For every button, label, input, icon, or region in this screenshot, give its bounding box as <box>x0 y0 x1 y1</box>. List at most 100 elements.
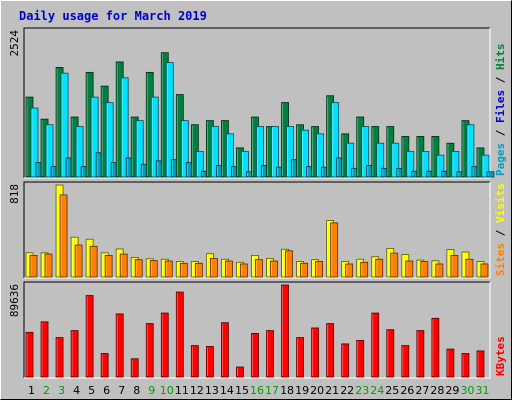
series-legend: KBytes <box>494 336 507 376</box>
bar-kbytes-day-28 <box>431 317 440 378</box>
bar-files-day-3 <box>60 72 69 178</box>
bar-kbytes-day-19 <box>296 337 304 378</box>
day-label-1: 1 <box>28 384 35 397</box>
plot-border-light <box>24 182 491 279</box>
day-label-31: 31 <box>475 384 489 397</box>
bar-files-day-24 <box>376 142 385 178</box>
day-label-26: 26 <box>400 384 414 397</box>
bar-kbytes-day-24 <box>371 312 380 378</box>
bar-files-day-8 <box>135 120 144 178</box>
bar-files-day-19 <box>301 129 309 178</box>
day-label-29: 29 <box>445 384 459 397</box>
bar-kbytes-day-10 <box>160 312 169 378</box>
bar-kbytes-day-20 <box>311 327 320 378</box>
legend-entry: Hits <box>494 44 507 71</box>
day-label-28: 28 <box>430 384 444 397</box>
bar-sites-day-3 <box>59 194 68 278</box>
panel-kbytes: 89636 KBytes <box>8 281 507 379</box>
day-label-24: 24 <box>370 384 384 397</box>
day-label-19: 19 <box>295 384 309 397</box>
day-label-27: 27 <box>415 384 429 397</box>
bar-kbytes-day-18 <box>281 284 289 378</box>
bar-files-day-21 <box>331 102 340 178</box>
bar-sites-day-28 <box>435 263 444 278</box>
day-label-30: 30 <box>460 384 474 397</box>
series-legend: Sites / Visits <box>494 183 507 276</box>
day-label-18: 18 <box>280 384 294 397</box>
day-label-23: 23 <box>355 384 369 397</box>
day-label-4: 4 <box>73 384 80 397</box>
bar-kbytes-day-17 <box>266 330 274 378</box>
bar-kbytes-day-1 <box>25 331 34 378</box>
series-legend: Pages / Files / Hits <box>494 44 507 177</box>
bar-kbytes-day-12 <box>190 345 199 378</box>
day-label-11: 11 <box>175 384 189 397</box>
legend-entry: KBytes <box>494 336 507 376</box>
bar-sites-day-2 <box>44 253 53 278</box>
bar-files-day-9 <box>150 96 159 178</box>
bar-files-day-14 <box>226 133 234 178</box>
bar-sites-day-20 <box>315 261 324 278</box>
bar-sites-day-12 <box>194 262 203 278</box>
panel-hits-files-pages: 2524 Pages / Files / Hits <box>8 27 507 179</box>
day-label-9: 9 <box>148 384 155 397</box>
bar-kbytes-day-3 <box>55 337 64 378</box>
bars <box>25 284 485 378</box>
bar-files-day-26 <box>406 151 415 178</box>
legend-separator: / <box>494 123 507 143</box>
bar-kbytes-day-13 <box>205 346 214 378</box>
bar-kbytes-day-14 <box>221 322 229 378</box>
bar-kbytes-day-29 <box>446 348 455 378</box>
bar-kbytes-day-2 <box>40 321 49 378</box>
bar-sites-day-29 <box>450 255 459 278</box>
bar-kbytes-day-26 <box>401 345 410 378</box>
bar-kbytes-day-4 <box>70 330 79 378</box>
day-label-25: 25 <box>385 384 399 397</box>
bar-files-day-17 <box>271 126 279 178</box>
day-label-12: 12 <box>190 384 204 397</box>
plot-border-dark <box>23 27 490 178</box>
bar-kbytes-day-22 <box>341 343 350 378</box>
day-axis: 1 2 3 4 5 6 7 8 9 10 11 12 13 14 15 16 17 18 19 20 21 22 23 24 2… <box>28 384 489 397</box>
max-value-label: 818 <box>8 184 21 204</box>
day-label-7: 7 <box>118 384 125 397</box>
bar-kbytes-day-6 <box>100 353 109 378</box>
bar-sites-day-11 <box>179 262 188 278</box>
day-label-16: 16 <box>250 384 264 397</box>
bar-kbytes-day-8 <box>130 358 139 378</box>
day-label-13: 13 <box>205 384 219 397</box>
bar-files-day-30 <box>466 124 475 178</box>
bar-kbytes-day-31 <box>476 350 485 378</box>
max-value-label: 2524 <box>8 30 21 57</box>
bar-kbytes-day-7 <box>115 313 124 378</box>
bar-files-day-12 <box>195 151 204 178</box>
bar-sites-day-31 <box>480 263 489 278</box>
bar-sites-day-22 <box>345 263 354 278</box>
bar-files-day-1 <box>30 107 39 178</box>
bar-sites-day-7 <box>119 253 128 278</box>
bar-sites-day-24 <box>375 258 384 278</box>
bar-sites-day-30 <box>465 258 474 278</box>
bar-files-day-16 <box>256 126 264 178</box>
bar-sites-day-25 <box>390 252 399 278</box>
bar-sites-day-26 <box>405 260 414 278</box>
day-label-15: 15 <box>235 384 249 397</box>
chart-panels: 2524 Pages / Files / Hits 818 Sites / Visit… <box>8 27 507 379</box>
bar-sites-day-23 <box>360 261 369 278</box>
bar-files-day-10 <box>165 62 174 178</box>
bar-sites-day-8 <box>134 259 143 278</box>
bar-files-day-31 <box>481 154 490 178</box>
bar-files-day-29 <box>451 151 460 178</box>
bar-sites-day-21 <box>330 222 339 278</box>
day-label-3: 3 <box>58 384 65 397</box>
bar-sites-day-15 <box>240 263 248 278</box>
bar-kbytes-day-15 <box>236 366 244 378</box>
bar-files-day-11 <box>180 120 189 178</box>
day-label-20: 20 <box>310 384 324 397</box>
bar-sites-day-13 <box>209 258 218 278</box>
day-label-14: 14 <box>220 384 234 397</box>
bar-files-day-2 <box>45 124 54 178</box>
day-label-5: 5 <box>88 384 95 397</box>
bar-sites-day-5 <box>89 245 98 278</box>
